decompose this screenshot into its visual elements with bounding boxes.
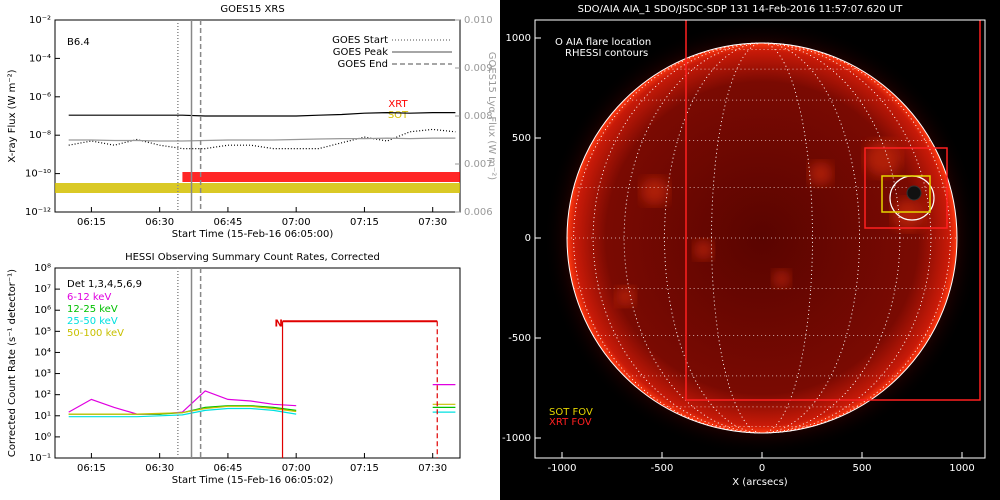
y-tick-label: 10⁶ <box>34 305 51 316</box>
active-region <box>864 140 901 177</box>
plot-frame <box>534 19 986 459</box>
legend-label: GOES Start <box>332 35 388 46</box>
longitude-line <box>592 42 932 434</box>
y-tick-label: 10⁴ <box>34 347 51 358</box>
y-tick-label: 10⁸ <box>34 263 51 274</box>
y-tick-label: 10³ <box>34 369 51 380</box>
legend-label: 12-25 keV <box>67 304 118 315</box>
x-tick-label: 06:15 <box>77 217 106 228</box>
y-tick-label: 10⁷ <box>34 284 51 295</box>
coverage-bar <box>55 183 460 193</box>
series-line <box>68 137 456 142</box>
y2-tick-label: 0.006 <box>464 207 493 218</box>
y2-tick-label: 0.010 <box>464 15 493 26</box>
longitude-line <box>711 42 813 434</box>
x-tick-label: 07:30 <box>418 217 447 228</box>
legend-fov: XRT FOV <box>549 417 592 428</box>
solar-disk <box>567 43 957 433</box>
x-tick-label: 06:30 <box>145 463 174 474</box>
legend-label: GOES Peak <box>333 47 388 58</box>
x-tick-label: 06:30 <box>145 217 174 228</box>
x-axis-label: Start Time (15-Feb-16 06:05:00) <box>172 229 334 240</box>
night-label: N <box>275 318 283 329</box>
y-tick-label: 10⁻¹² <box>25 207 51 218</box>
fov-box <box>685 20 981 401</box>
y-tick-label: 10⁵ <box>34 326 51 337</box>
legend-label: 6-12 keV <box>67 292 111 303</box>
legend-fov: SOT FOV <box>549 407 593 418</box>
coverage-label: XRT <box>388 99 408 110</box>
series-line <box>68 403 456 415</box>
y-axis-label: X-ray Flux (W m⁻²) <box>7 69 18 162</box>
annotation: B6.4 <box>67 37 90 48</box>
x-tick-label: 500 <box>852 463 871 474</box>
y-tick-label: 1000 <box>506 33 531 44</box>
x-tick-label: 06:15 <box>77 463 106 474</box>
x-axis-label: X (arcsecs) <box>732 477 788 488</box>
active-region <box>693 239 714 260</box>
fov-box <box>881 175 931 213</box>
x-tick-label: 07:00 <box>282 463 311 474</box>
y-axis-label: Corrected Count Rate (s⁻¹ detector⁻¹) <box>7 269 18 457</box>
x-tick-label: -500 <box>651 463 674 474</box>
y-tick-label: 10⁻⁶ <box>29 92 51 103</box>
y-tick-label: 10⁰ <box>34 432 51 443</box>
legend-contours: RHESSI contours <box>565 48 648 59</box>
x-tick-label: 07:15 <box>350 463 379 474</box>
legend-label: GOES End <box>338 59 388 70</box>
y-tick-label: 0 <box>525 233 531 244</box>
plot-frame <box>54 267 461 459</box>
x-axis-label: Start Time (15-Feb-16 06:05:02) <box>172 475 334 486</box>
active-region <box>808 161 833 186</box>
y-tick-label: 500 <box>512 133 531 144</box>
y2-tick-label: 0.009 <box>464 63 493 74</box>
left-background <box>0 0 500 500</box>
legend-detectors: Det 1,3,4,5,6,9 <box>67 279 142 290</box>
x-tick-label: 1000 <box>949 463 974 474</box>
active-region <box>615 286 636 307</box>
chart-title: GOES15 XRS <box>220 4 284 15</box>
coverage-label: SOT <box>388 110 409 121</box>
y2-axis-label: GOES15 Lyα Flux (W m⁻²) <box>486 52 497 180</box>
y2-tick-label: 0.008 <box>464 111 493 122</box>
series-line <box>68 128 456 150</box>
x-tick-label: -1000 <box>547 463 576 474</box>
y-tick-label: 10¹ <box>34 411 51 422</box>
coverage-bar <box>182 172 461 182</box>
solar-image <box>543 20 981 457</box>
chart-title: HESSI Observing Summary Count Rates, Cor… <box>125 252 380 263</box>
active-region <box>772 269 791 288</box>
x-tick-label: 06:45 <box>214 463 243 474</box>
limb <box>566 42 958 434</box>
legend-label: 25-50 keV <box>67 316 118 327</box>
active-region <box>640 177 669 206</box>
series-line <box>68 407 456 418</box>
y-tick-label: -500 <box>508 333 531 344</box>
y-tick-label: 10⁻² <box>29 15 51 26</box>
y-tick-label: 10⁻⁴ <box>29 53 51 64</box>
legend-label: 50-100 keV <box>67 328 124 339</box>
y-tick-label: 10⁻¹ <box>29 453 51 464</box>
x-tick-label: 07:15 <box>350 217 379 228</box>
series-line <box>68 111 456 117</box>
legend-flare: O AIA flare location <box>555 37 651 48</box>
y-tick-label: 10⁻¹⁰ <box>25 169 51 180</box>
y2-tick-label: 0.007 <box>464 159 493 170</box>
x-tick-label: 07:30 <box>418 463 447 474</box>
y-tick-label: -1000 <box>502 433 531 444</box>
x-tick-label: 07:00 <box>282 217 311 228</box>
x-tick-label: 0 <box>759 463 765 474</box>
chart-title: SDO/AIA AIA_1 SDO/JSDC-SDP 131 14-Feb-20… <box>578 4 904 15</box>
x-tick-label: 06:45 <box>214 217 243 228</box>
active-region <box>892 198 925 231</box>
rhessi-contour <box>906 185 922 201</box>
y-tick-label: 10² <box>34 390 51 401</box>
fov-box <box>864 147 948 229</box>
y-tick-label: 10⁻⁸ <box>29 130 51 141</box>
